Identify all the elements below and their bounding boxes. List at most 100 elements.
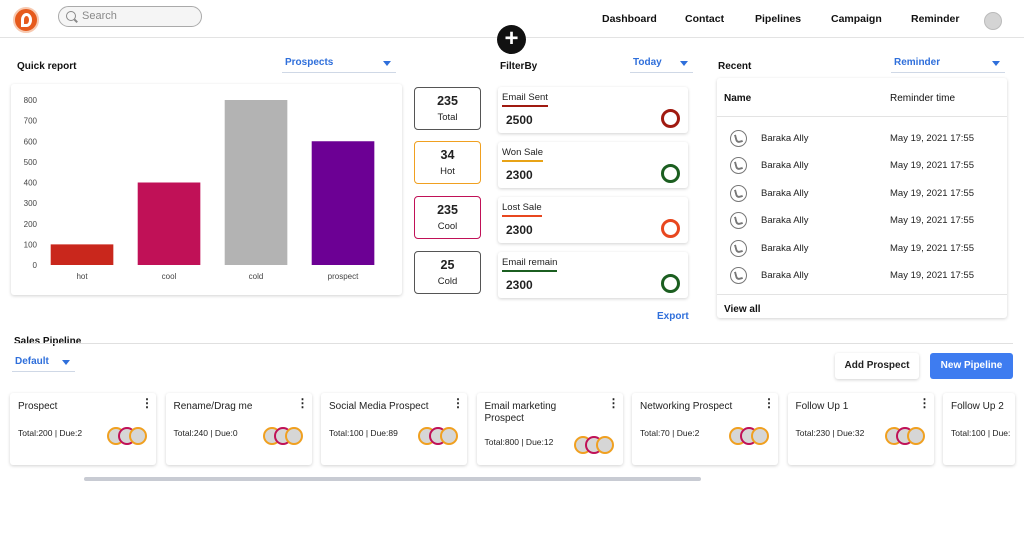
pipeline-select[interactable]: Default [12,354,75,372]
horizontal-scrollbar[interactable] [84,477,701,481]
pipeline-card-info: Total:800 | Due:12 [484,437,554,447]
reminder-name: Baraka Ally [761,133,809,144]
filter-card[interactable]: Email remain 2300 [498,252,688,298]
bar-cold[interactable] [224,100,288,265]
y-tick-label: 400 [24,179,38,188]
divider [717,294,1007,295]
pipeline-card[interactable]: Email marketing Prospect ⋮ Total:800 | Due… [476,393,623,465]
member-avatar-icon [440,427,458,445]
pipeline-card-name: Follow Up 2 [951,401,1004,412]
filter-select-value: Today [633,57,662,68]
stat-label: Hot [440,166,455,177]
filter-select[interactable]: Today [630,55,693,73]
x-tick-label: cool [162,272,177,281]
nav-contact[interactable]: Contact [685,13,725,25]
pipeline-card-info: Total:100 | Due: [951,428,1011,438]
y-tick-label: 700 [24,117,38,126]
stat-label: Cold [437,276,458,287]
reminder-time: May 19, 2021 17:55 [890,133,974,144]
phone-icon [730,130,747,147]
filter-card[interactable]: Won Sale 2300 [498,142,688,188]
recent-select[interactable]: Reminder [891,55,1005,73]
nav-reminder[interactable]: Reminder [911,13,960,25]
nav-campaign[interactable]: Campaign [831,13,882,25]
stat-value: 25 [440,258,455,272]
table-row[interactable]: Baraka Ally May 19, 2021 17:55 [717,184,1007,207]
stat-value: 34 [440,148,455,162]
app-logo[interactable] [13,7,39,33]
y-tick-label: 500 [24,158,38,167]
bar-chart: 0 100 200 300 400 500 600 700 800 hot cool cold pros… [24,96,375,281]
reminder-time: May 19, 2021 17:55 [890,160,974,172]
table-row[interactable]: Baraka Ally May 19, 2021 17:55 [717,267,1007,289]
chart-card: 0 100 200 300 400 500 600 700 800 hot cool cold pros… [11,84,402,295]
bar-hot[interactable] [50,244,114,265]
more-options-icon[interactable]: ⋮ [607,396,620,410]
new-pipeline-button[interactable]: New Pipeline [930,353,1013,379]
add-prospect-button[interactable]: Add Prospect [835,353,919,379]
pipeline-card[interactable]: Follow Up 2 Total:100 | Due: [943,393,1015,465]
phone-icon [730,184,747,202]
pipeline-card[interactable]: Social Media Prospect ⋮ Total:100 | Due:89 [321,393,467,465]
filter-card-title: Won Sale [502,147,544,162]
stat-card-cold[interactable]: 25 Cold [414,251,481,294]
pipeline-card[interactable]: Follow Up 1 ⋮ Total:230 | Due:32 [787,393,934,465]
export-link[interactable]: Export [657,311,689,322]
pipeline-card-name: Follow Up 1 [795,401,849,412]
nav-dashboard[interactable]: Dashboard [602,13,657,25]
reminder-name: Baraka Ally [761,187,809,199]
more-options-icon[interactable]: ⋮ [918,396,931,410]
filter-card-value: 2300 [506,168,533,182]
user-avatar[interactable] [984,12,1002,30]
pipeline-card[interactable]: Prospect ⋮ Total:200 | Due:2 [10,393,156,465]
reminder-time: May 19, 2021 17:55 [890,215,974,227]
more-options-icon[interactable]: ⋮ [452,396,464,410]
more-options-icon[interactable]: ⋮ [141,396,153,410]
recent-select-value: Reminder [894,57,941,68]
phone-icon [730,239,747,257]
pipeline-select-value: Default [15,356,49,367]
filter-card-title: Email Sent [502,92,548,107]
quick-report-title: Quick report [17,61,77,72]
recent-col-name: Name [724,93,752,104]
pipeline-card-name: Social Media Prospect [329,401,429,412]
nav-pipelines[interactable]: Pipelines [755,13,802,25]
bar-cool[interactable] [137,182,201,266]
stat-card-cool[interactable]: 235 Cool [414,196,481,239]
pipeline-card[interactable]: Networking Prospect ⋮ Total:70 | Due:2 [632,393,778,465]
chevron-down-icon [383,61,391,66]
chevron-down-icon [62,360,70,365]
chevron-down-icon [992,61,1000,66]
stat-card-hot[interactable]: 34 Hot [414,141,481,184]
pipeline-card-info: Total:240 | Due:0 [173,428,238,438]
add-icon[interactable]: + [497,25,526,54]
pipeline-card-name: Prospect [18,401,58,412]
filter-card[interactable]: Lost Sale 2300 [498,197,688,243]
y-tick-label: 300 [24,199,38,208]
bar-prospect[interactable] [311,141,375,265]
reminder-name: Baraka Ally [761,215,809,227]
quick-report-select[interactable]: Prospects [282,55,396,73]
table-row[interactable]: Baraka Ally May 19, 2021 17:55 [717,212,1007,234]
table-row[interactable]: Baraka Ally May 19, 2021 17:55 [717,239,1007,262]
stat-label: Total [437,112,458,123]
stat-card-total[interactable]: 235 Total [414,87,481,130]
recent-col-time: Reminder time [890,93,956,104]
divider [14,343,1013,344]
recent-title: Recent [718,61,752,72]
stat-value: 235 [437,94,458,108]
status-ring-icon [661,164,680,183]
x-tick-label: prospect [328,272,359,281]
pipeline-card[interactable]: Rename/Drag me ⋮ Total:240 | Due:0 [165,393,312,465]
search-input[interactable]: Search [58,6,202,27]
more-options-icon[interactable]: ⋮ [763,396,775,410]
filter-card[interactable]: Email Sent 2500 [498,87,688,133]
phone-icon [730,212,747,230]
reminder-name: Baraka Ally [761,242,809,254]
phone-icon [730,267,747,284]
y-tick-label: 600 [24,137,38,146]
table-row[interactable]: Baraka Ally May 19, 2021 17:55 [717,130,1007,152]
more-options-icon[interactable]: ⋮ [296,396,309,410]
view-all-link[interactable]: View all [724,304,761,315]
table-row[interactable]: Baraka Ally May 19, 2021 17:55 [717,157,1007,179]
